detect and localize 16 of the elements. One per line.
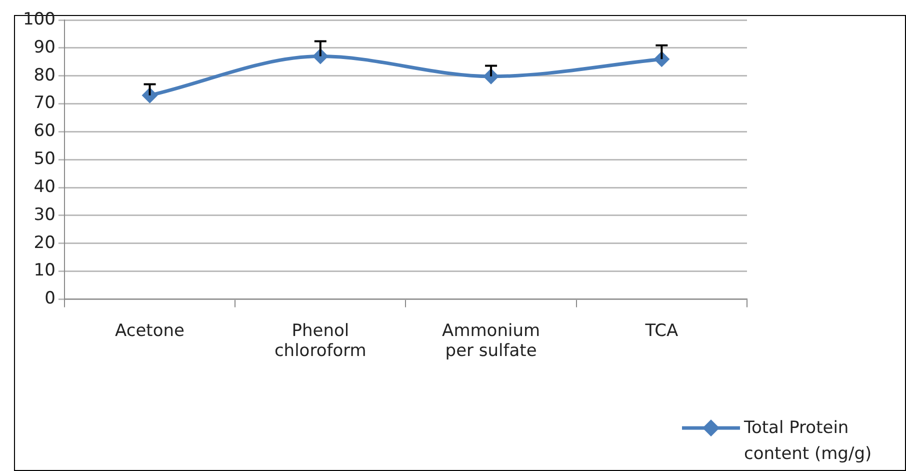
y-tick-label: 80	[34, 65, 56, 86]
x-tick-label: Phenol chloroform	[274, 320, 366, 362]
x-tick-label: Acetone	[115, 320, 184, 341]
y-tick-label: 0	[44, 288, 56, 309]
x-tick-label: TCA	[644, 320, 678, 341]
y-tick-label: 70	[34, 93, 56, 114]
x-tick-label: Ammonium per sulfate	[442, 320, 540, 362]
y-tick-label: 10	[34, 260, 56, 281]
y-tick-label: 100	[22, 9, 56, 30]
legend-label: Total Protein content (mg/g)	[744, 417, 873, 466]
y-tick-label: 90	[34, 37, 56, 58]
y-tick-label: 40	[34, 176, 56, 197]
y-tick-label: 50	[34, 149, 56, 170]
y-tick-label: 30	[34, 204, 56, 225]
y-tick-label: 20	[34, 232, 56, 253]
y-tick-label: 60	[34, 121, 56, 142]
